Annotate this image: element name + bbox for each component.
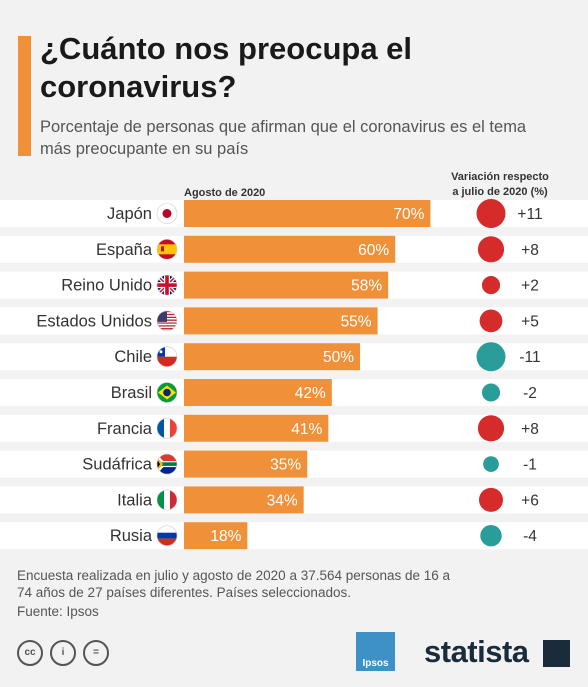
bar [184,414,329,442]
chile-flag-outline [156,346,178,368]
variation-label: -4 [523,528,537,545]
category-label: Reino Unido [61,277,152,295]
uk-flag-outline [156,274,178,296]
variation-bubble [478,487,504,512]
bar-value-label: 18% [210,528,241,545]
bar-value-label: 58% [351,278,382,295]
category-label: Estados Unidos [36,312,152,330]
spain-flag-outline [156,239,178,260]
japan-flag [156,203,178,224]
equals-icon: = [83,640,109,666]
statista-logo: statista [424,634,529,669]
variation-label: +8 [521,421,539,438]
category-label: Brasil [111,384,152,402]
france-flag [156,417,178,439]
variation-bubble [480,524,502,547]
south-africa-flag [156,453,178,475]
bar [184,486,304,514]
category-label: Italia [117,491,153,509]
variation-bubble [476,199,506,228]
variation-label: +5 [521,313,539,330]
source-note: Fuente: Ipsos [17,604,99,619]
variation-bubble [477,415,505,442]
bar [184,379,332,406]
brazil-flag-outline [156,382,178,403]
bar-value-label: 60% [358,242,389,259]
category-label: Francia [97,420,153,438]
japan-flag-outline [156,203,178,224]
south-africa-flag-outline [156,453,178,475]
ipsos-logo: Ipsos [356,632,395,671]
bar [184,271,389,299]
russia-flag [156,525,178,547]
spain-flag [156,239,178,260]
chile-flag [156,346,178,368]
variation-label: +8 [521,242,539,259]
variation-label: -2 [523,385,537,402]
usa-flag [156,310,178,332]
variation-bubble [483,456,499,472]
bar-value-label: 50% [323,349,354,366]
category-label: Chile [114,348,152,366]
variation-header-line2: a julio de 2020 (%) [452,186,548,198]
usa-flag-outline [156,310,178,332]
cc-icon: cc [17,640,43,666]
bar-value-label: 70% [393,206,424,223]
license-icons: cc i = [17,640,109,666]
russia-flag-outline [156,525,178,547]
variation-label: -1 [523,457,537,474]
variation-bubble [481,383,501,402]
bar [184,522,248,550]
footer-note: Encuesta realizada en julio y agosto de … [17,568,451,600]
bar [184,343,360,371]
bar-header: Agosto de 2020 [184,187,265,199]
variation-bubble [477,236,505,263]
brazil-flag [156,382,178,403]
bar-value-label: 41% [291,421,322,438]
person-icon: i [50,640,76,666]
ipsos-logo-text: Ipsos [362,658,389,669]
bar-value-label: 35% [270,457,301,474]
category-label: Sudáfrica [82,456,153,474]
chart-subtitle: Porcentaje de personas que afirman que e… [40,118,527,158]
variation-label: +11 [517,206,542,223]
category-label: España [96,241,153,259]
variation-label: +6 [521,492,539,509]
category-label: Rusia [110,527,153,545]
france-flag-outline [156,417,178,439]
variation-label: +2 [521,278,539,295]
category-label: Japón [107,205,152,223]
bar [184,307,378,335]
bar [184,450,308,478]
variation-bubble [476,342,506,372]
bar-value-label: 42% [295,385,326,402]
bar [184,200,431,227]
italy-flag-outline [156,489,178,511]
chart: Agosto de 2020 Variación respecto a juli… [0,171,588,550]
variation-bubble [481,276,501,295]
variation-header-line1: Variación respecto [451,171,549,183]
bar-value-label: 34% [267,492,298,509]
variation-label: -11 [519,349,540,366]
uk-flag [156,274,178,296]
variation-bubble [479,309,503,333]
bar [184,235,396,263]
bar-value-label: 55% [341,313,372,330]
accent-bar [18,36,31,156]
chart-title: ¿Cuánto nos preocupa el coronavirus? [40,31,413,104]
statista-mark-icon [543,640,570,667]
italy-flag [156,489,178,511]
